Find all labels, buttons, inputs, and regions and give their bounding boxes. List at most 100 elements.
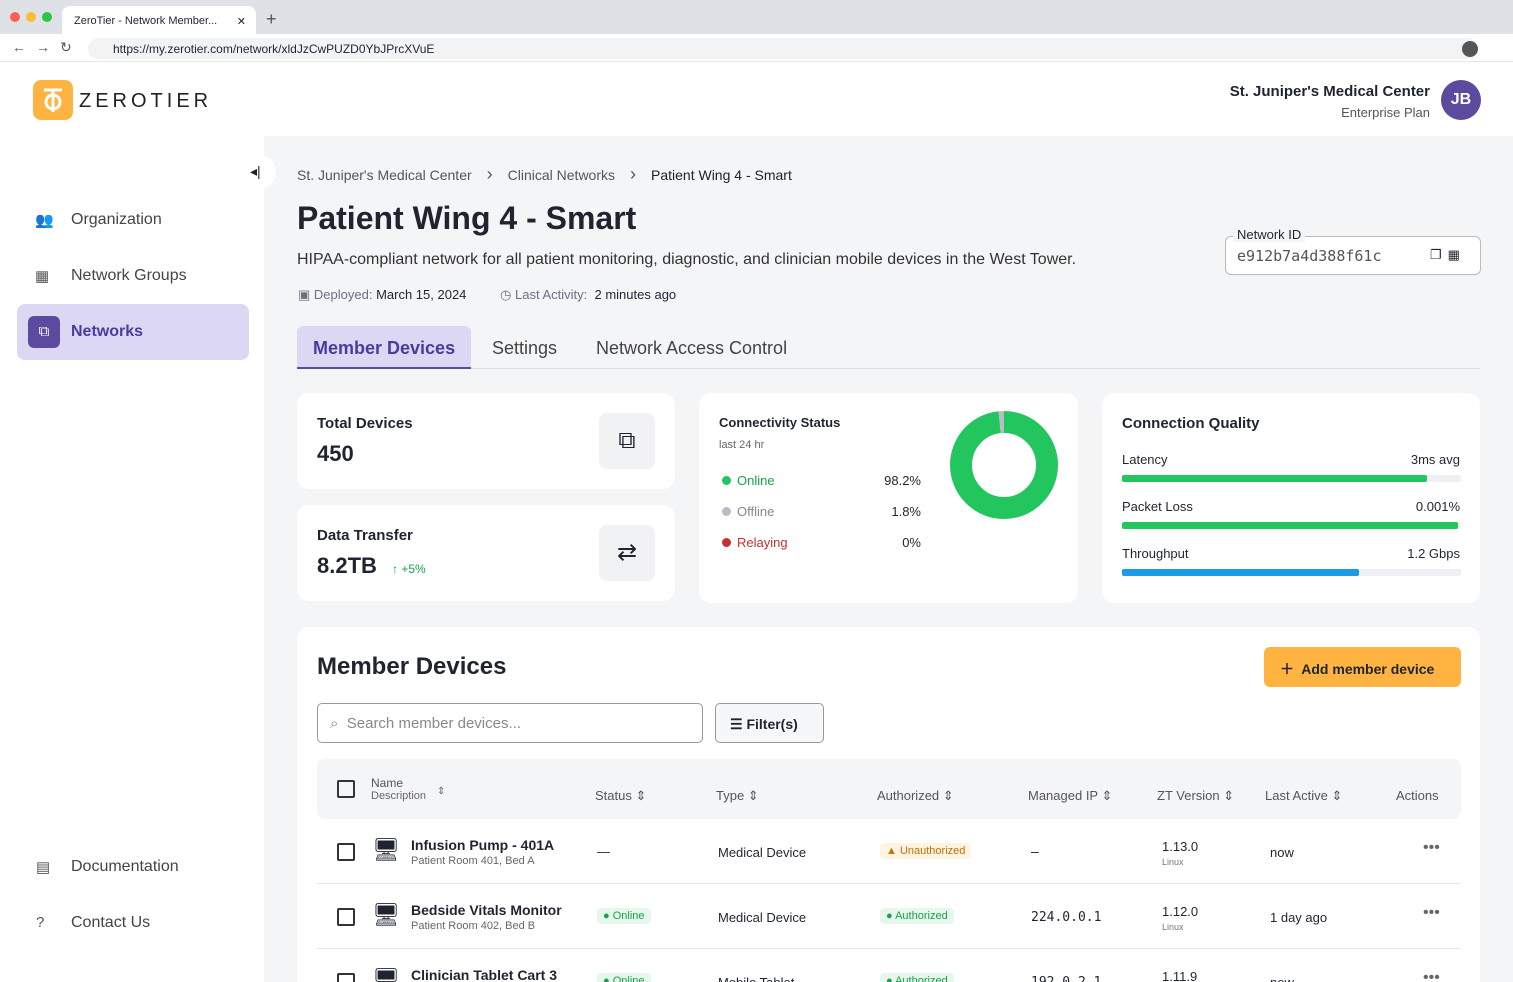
id-field[interactable] bbox=[1225, 236, 1481, 275]
table-head bbox=[317, 759, 1461, 819]
nav-icon: ▦ bbox=[35, 268, 50, 285]
stat-icon: ⇄ bbox=[599, 525, 655, 581]
chip: ● Online bbox=[597, 973, 651, 982]
card-subtitle: last 24 hr bbox=[719, 439, 765, 451]
col-header[interactable]: Type ⇕ bbox=[716, 788, 759, 803]
min-dot[interactable] bbox=[26, 12, 36, 22]
crumb[interactable]: Patient Wing 4 - Smart bbox=[651, 167, 792, 183]
device-name: Bedside Vitals Monitor bbox=[411, 902, 562, 918]
crumb-sep: › bbox=[481, 164, 498, 184]
chip: ● Authorized bbox=[880, 908, 954, 924]
metric-bar bbox=[1122, 522, 1458, 529]
checkbox[interactable] bbox=[337, 780, 355, 798]
metric-bar bbox=[1122, 569, 1360, 576]
col-header[interactable]: Status ⇕ bbox=[595, 788, 647, 803]
max-dot[interactable] bbox=[42, 12, 52, 22]
breadcrumb: St. Juniper's Medical Center › Clinical … bbox=[297, 164, 792, 185]
col-header[interactable]: Authorized ⇕ bbox=[877, 788, 954, 803]
url-field[interactable] bbox=[88, 38, 1478, 59]
managed-ip: 192.0.2.1 bbox=[1031, 975, 1101, 982]
col-header[interactable]: Managed IP ⇕ bbox=[1028, 788, 1113, 803]
nav-buttons[interactable]: ←→↻ bbox=[12, 39, 82, 55]
metric-value: 0.001% bbox=[1415, 499, 1460, 514]
managed-ip: 224.0.0.1 bbox=[1031, 910, 1102, 925]
collapse[interactable]: ◂| bbox=[236, 155, 276, 189]
os: Linux bbox=[1162, 922, 1184, 932]
nav-item[interactable]: Contact Us bbox=[71, 914, 151, 931]
col-header[interactable]: Description bbox=[371, 790, 427, 802]
avatar[interactable]: JB bbox=[1441, 80, 1481, 120]
version: 1.11.9 bbox=[1162, 969, 1198, 982]
legend-label: Relaying bbox=[737, 535, 788, 550]
deployed-label: Deployed: bbox=[313, 287, 373, 302]
metric-label: Latency bbox=[1122, 452, 1168, 467]
quality-card: Connection Quality Latency 3ms avg Packet L… bbox=[1102, 393, 1480, 603]
checkbox[interactable] bbox=[337, 908, 355, 926]
nav-item[interactable]: Organization bbox=[71, 211, 162, 228]
activity: 2 minutes ago bbox=[594, 287, 677, 302]
card-title: Connectivity Status bbox=[719, 415, 841, 430]
nav-icon: ▤ bbox=[36, 859, 51, 876]
last-active: now bbox=[1270, 975, 1294, 982]
crumb[interactable]: Clinical Networks bbox=[507, 167, 615, 183]
legend-dot bbox=[722, 507, 731, 516]
change-value: +5% bbox=[401, 562, 426, 576]
checkbox[interactable] bbox=[337, 843, 355, 861]
row-actions[interactable]: ••• bbox=[1423, 969, 1440, 982]
add-button[interactable]: ＋ Add member device bbox=[1264, 647, 1461, 687]
nav-item[interactable]: Documentation bbox=[71, 858, 179, 875]
network-id: e912b7a4d388f61c bbox=[1237, 247, 1382, 265]
deployed: March 15, 2024 bbox=[376, 287, 467, 302]
col-header[interactable]: Last Active ⇕ bbox=[1265, 788, 1343, 803]
search[interactable]: ⌕ Search member devices... bbox=[317, 703, 703, 743]
close-dot[interactable] bbox=[10, 12, 20, 22]
id-actions[interactable]: ❐▦ bbox=[1430, 247, 1466, 262]
metric-value: 3ms avg bbox=[1410, 452, 1460, 467]
tab[interactable]: ZeroTier - Network Member... ✕ bbox=[62, 6, 256, 34]
donut-segment bbox=[950, 411, 1058, 519]
crumb[interactable]: St. Juniper's Medical Center bbox=[297, 167, 472, 183]
members-card: Member Devices ＋ Add member device ⌕ Sea… bbox=[297, 627, 1480, 982]
logo bbox=[33, 80, 73, 120]
description: HIPAA-compliant network for all patient … bbox=[297, 251, 1077, 268]
tabs-line bbox=[297, 368, 1480, 369]
activity-label: Last Activity: bbox=[515, 287, 588, 302]
status: — bbox=[597, 844, 610, 859]
new-tab[interactable]: + bbox=[266, 9, 277, 29]
legend-value: 0% bbox=[902, 535, 921, 550]
stat-value: 8.2TB bbox=[317, 553, 377, 578]
filter[interactable]: ☰ Filter(s) bbox=[715, 703, 824, 743]
row-actions[interactable]: ••• bbox=[1423, 839, 1440, 856]
stat-change: ↑ +5% bbox=[392, 562, 426, 576]
tab[interactable]: Network Access Control bbox=[596, 338, 788, 358]
metric-bar bbox=[1122, 475, 1428, 482]
legend-label: Offline bbox=[737, 504, 775, 519]
chip: ● Authorized bbox=[880, 973, 954, 982]
donut-segment bbox=[950, 411, 1058, 519]
table-row: 🖥 Infusion Pump - 401A Patient Room 401, B… bbox=[317, 819, 1461, 884]
legend-dot bbox=[722, 538, 731, 547]
row-actions[interactable]: ••• bbox=[1423, 904, 1440, 921]
col-header[interactable]: Actions bbox=[1396, 788, 1439, 803]
metric-label: Throughput bbox=[1122, 546, 1189, 561]
checkbox[interactable] bbox=[337, 973, 355, 982]
type: Medical Device bbox=[718, 845, 807, 860]
tab[interactable]: Settings bbox=[492, 338, 558, 358]
crumb-sep: › bbox=[625, 164, 641, 184]
meta: ▣ Deployed: March 15, 2024 ◷ Last Activi… bbox=[298, 287, 677, 302]
col-header[interactable]: ZT Version ⇕ bbox=[1157, 788, 1235, 803]
nav-item[interactable]: Network Groups bbox=[71, 267, 187, 284]
last-active: 1 day ago bbox=[1270, 910, 1328, 925]
nav-item[interactable]: Networks bbox=[71, 323, 144, 340]
stat-icon: ⧉ bbox=[599, 413, 655, 469]
device-icon: 🖥 bbox=[372, 902, 400, 927]
tab[interactable]: Member Devices bbox=[297, 326, 472, 369]
device-name: Infusion Pump - 401A bbox=[411, 837, 555, 853]
type: Mobile Tablet bbox=[718, 975, 794, 982]
col-header[interactable]: Name bbox=[371, 776, 404, 790]
stat-label: Data Transfer bbox=[317, 527, 413, 544]
profile[interactable] bbox=[1462, 41, 1478, 57]
type: Medical Device bbox=[718, 910, 807, 925]
device-desc: Patient Room 402, Bed B bbox=[411, 920, 536, 932]
